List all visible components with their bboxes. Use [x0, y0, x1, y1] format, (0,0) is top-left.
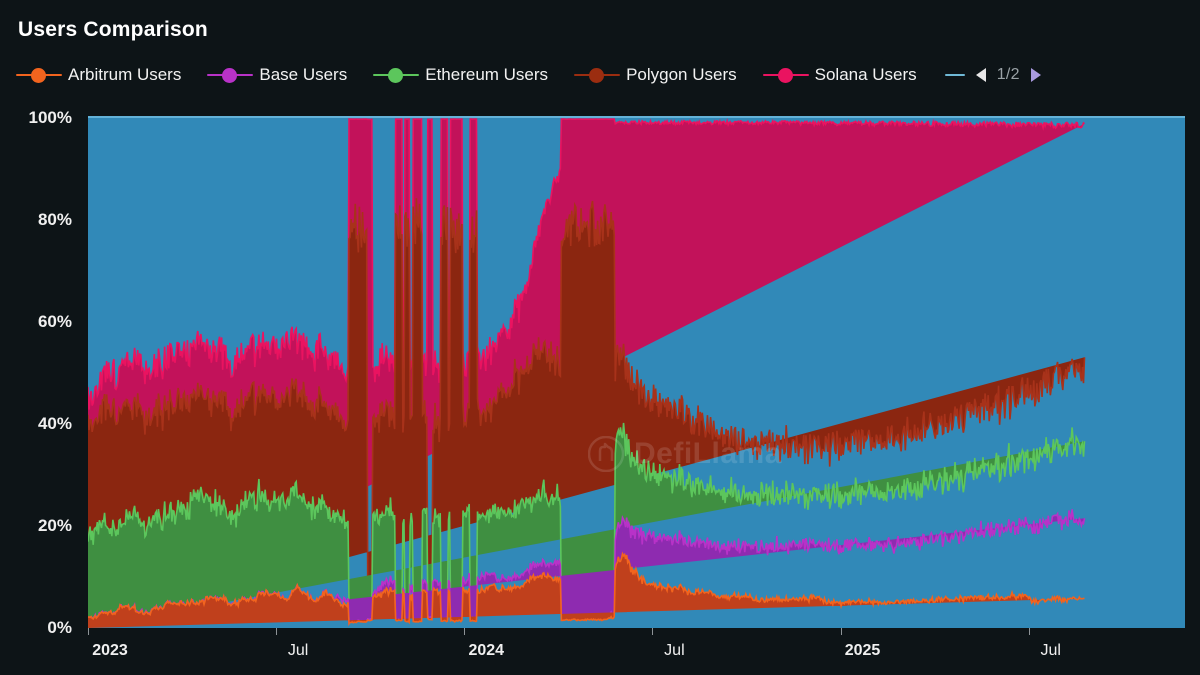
x-axis-tick-mark — [652, 628, 654, 635]
stacked-area-chart[interactable] — [88, 118, 1185, 628]
series-line-arbitrum — [88, 551, 1085, 626]
legend-item-polygon[interactable]: Polygon Users — [574, 65, 737, 85]
legend-item-label: Ethereum Users — [425, 65, 549, 84]
legend-dot-icon — [574, 68, 621, 83]
y-axis-tick-label: 80% — [37, 210, 72, 229]
x-axis-tick-mark — [464, 628, 466, 635]
legend-item-label: Solana Users — [814, 65, 917, 84]
x-axis-tick-label: 2023 — [92, 642, 128, 659]
series-area-ethereum — [88, 422, 1085, 628]
x-axis-tick-label: Jul — [287, 642, 309, 659]
legend-item-label: Base Users — [259, 65, 348, 84]
legend-dot-icon — [373, 68, 420, 83]
legend-pagination[interactable]: 1/2 — [944, 66, 1041, 84]
plot-area[interactable]: DefiLlama — [88, 116, 1185, 628]
legend-item-label: Polygon Users — [626, 65, 737, 84]
triangle-right-icon[interactable] — [1030, 68, 1041, 82]
legend-item-label: Arbitrum Users — [68, 65, 182, 84]
legend-partial-next-icon — [944, 74, 965, 76]
legend-dot-icon — [207, 68, 254, 83]
page-title: Users Comparison — [18, 18, 208, 41]
chart-legend: Arbitrum Users Base Users Ethereum Users Po… — [16, 60, 1190, 90]
y-axis-tick-label: 100% — [28, 108, 72, 127]
legend-page-count: 1/2 — [996, 66, 1020, 83]
y-axis-tick-label: 60% — [37, 312, 72, 331]
x-axis-tick-mark — [840, 628, 842, 635]
y-axis-tick-label: 40% — [37, 414, 72, 433]
legend-dot-icon — [762, 68, 809, 83]
x-axis-tick-mark — [276, 628, 278, 635]
triangle-left-icon[interactable] — [975, 68, 986, 82]
plot-top-border — [88, 116, 1185, 118]
legend-item-arbitrum[interactable]: Arbitrum Users — [16, 65, 181, 85]
y-axis: 100% 80% 60% 40% 20% 0% — [0, 108, 82, 637]
y-axis-tick-label: 20% — [37, 516, 72, 535]
series-area-arbitrum — [88, 553, 1085, 628]
legend-item-ethereum[interactable]: Ethereum Users — [373, 65, 548, 85]
series-line-polygon — [88, 198, 1086, 586]
legend-dot-icon — [16, 68, 62, 83]
x-axis: 2023 Jul 2024 Jul 2025 Jul — [88, 628, 1185, 668]
x-axis-tick-label: Jul — [1040, 642, 1061, 659]
series-line-solana — [88, 118, 1086, 410]
x-axis-tick-mark — [88, 628, 89, 635]
legend-item-base[interactable]: Base Users — [207, 65, 347, 85]
x-axis-tick-label: Jul — [664, 642, 685, 659]
x-axis-tick-label: 2025 — [844, 642, 881, 659]
legend-item-solana[interactable]: Solana Users — [762, 65, 917, 85]
y-axis-tick-label: 0% — [47, 618, 72, 637]
series-area-base — [88, 509, 1085, 628]
x-axis-tick-mark — [1028, 628, 1030, 635]
x-axis-tick-label: 2024 — [468, 642, 505, 659]
